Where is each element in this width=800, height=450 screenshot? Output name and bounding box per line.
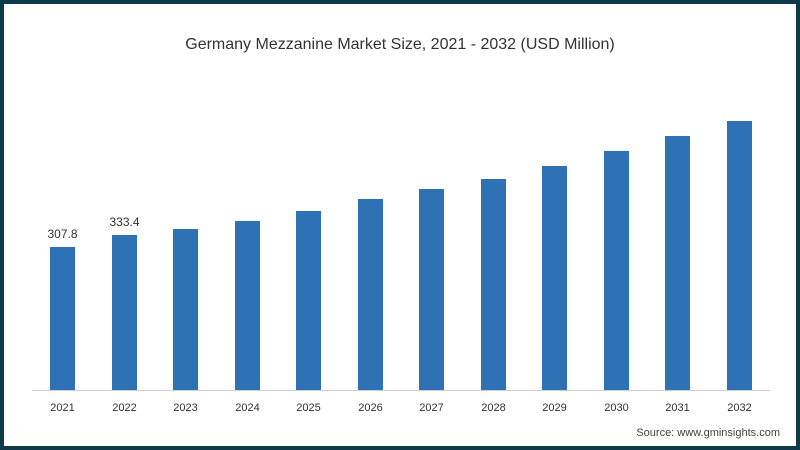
bar-2025 xyxy=(296,211,321,390)
bar-2032 xyxy=(727,121,752,390)
x-tick-label: 2031 xyxy=(665,402,690,414)
bar-2031 xyxy=(665,136,690,390)
bar-2026 xyxy=(358,199,383,390)
x-tick-label: 2028 xyxy=(481,402,506,414)
x-tick-label: 2029 xyxy=(542,402,567,414)
x-tick-label: 2023 xyxy=(173,402,198,414)
x-tick-label: 2032 xyxy=(727,402,752,414)
bar-2023 xyxy=(173,229,198,390)
x-tick-label: 2021 xyxy=(50,402,75,414)
bar-2022 xyxy=(112,235,137,390)
data-label: 333.4 xyxy=(109,215,140,229)
bar-2029 xyxy=(542,166,567,390)
bar-2024 xyxy=(235,221,260,390)
x-tick-label: 2024 xyxy=(235,402,260,414)
x-axis-line xyxy=(32,390,770,391)
bar-2028 xyxy=(481,179,506,390)
x-tick-label: 2025 xyxy=(296,402,321,414)
x-tick-label: 2026 xyxy=(358,402,383,414)
chart-title: Germany Mezzanine Market Size, 2021 - 20… xyxy=(185,36,615,53)
bar-2027 xyxy=(419,189,444,390)
x-tick-label: 2022 xyxy=(112,402,137,414)
source-note: Source: www.gminsights.com xyxy=(636,427,780,439)
bar-2030 xyxy=(604,151,629,390)
x-tick-label: 2027 xyxy=(419,402,444,414)
x-tick-label: 2030 xyxy=(604,402,629,414)
bar-2021 xyxy=(50,247,75,390)
data-label: 307.8 xyxy=(47,227,78,241)
